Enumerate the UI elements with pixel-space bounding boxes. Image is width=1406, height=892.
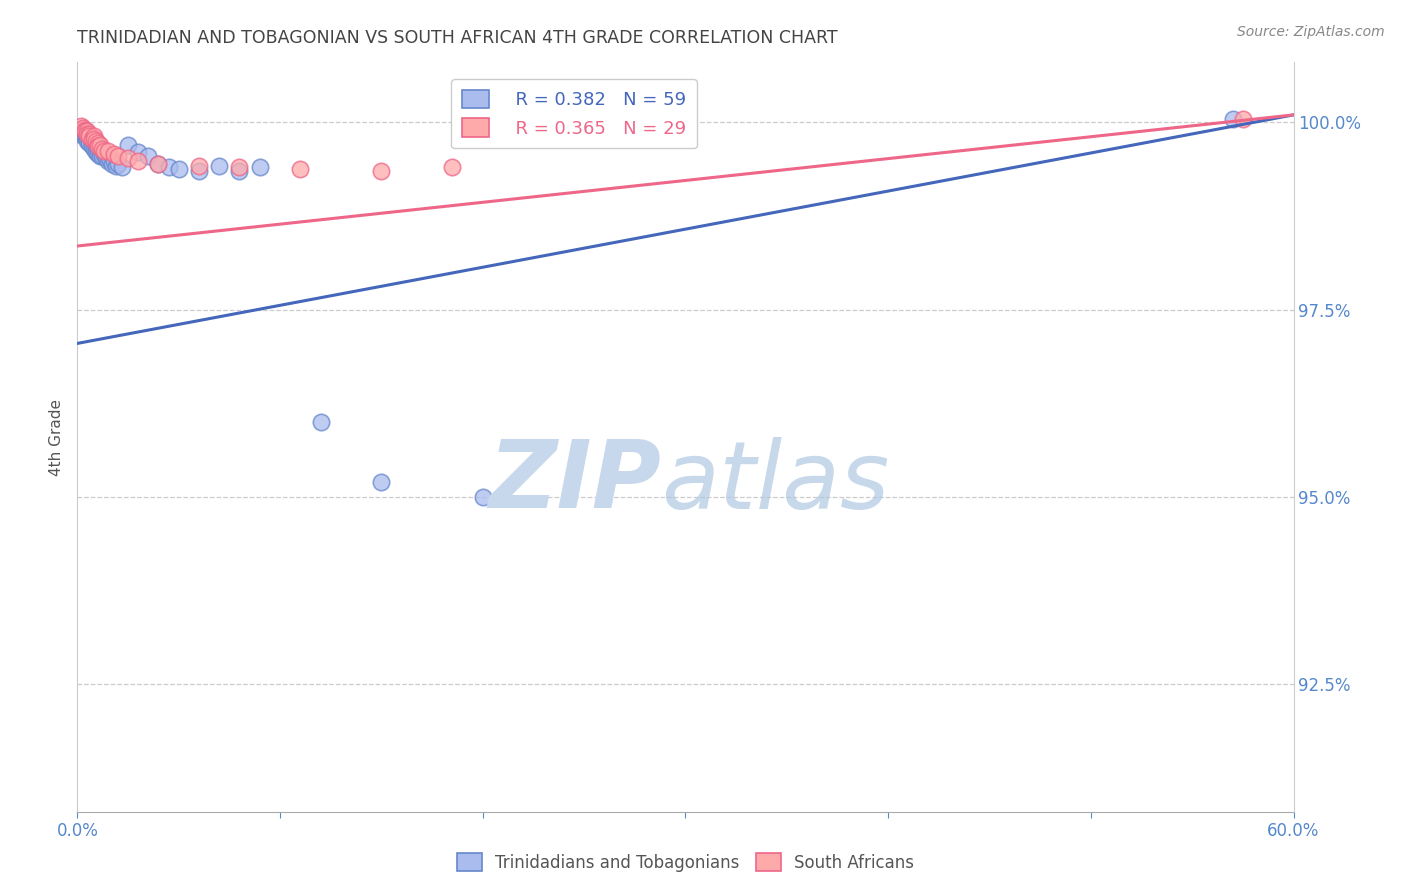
Point [136,149,159,163]
Point [76,124,98,138]
Point [228,161,250,175]
Point [103,146,125,161]
Point [148,156,170,170]
Point [104,159,127,173]
Point [93,144,115,158]
Point [75,124,97,138]
Point [76,127,98,141]
Point [97,144,120,158]
Point [228,164,250,178]
Point [76,134,98,148]
Point [167,161,190,176]
Point [471,490,494,504]
Point [83,132,105,146]
Point [1222,112,1244,126]
Point [79,128,101,143]
Point [75,123,97,137]
Point [70,124,93,138]
Point [208,159,231,173]
Point [86,139,108,153]
Point [72,127,94,141]
Point [75,127,97,141]
Point [75,128,97,143]
Point [70,119,93,133]
Point [80,137,103,152]
Point [83,128,105,143]
Point [188,164,211,178]
Point [441,161,464,175]
Point [94,152,117,166]
Point [83,142,105,156]
Point [103,154,125,169]
Point [80,134,103,148]
Point [97,149,120,163]
Point [93,146,115,161]
Point [89,149,111,163]
Point [83,137,105,152]
Point [370,475,392,489]
Point [89,145,111,160]
Point [79,127,101,141]
Legend: Trinidadians and Tobagonians, South Africans: Trinidadians and Tobagonians, South Afri… [450,847,921,879]
Point [72,123,94,137]
Point [80,139,103,153]
Point [67,127,90,141]
Point [80,132,103,146]
Point [90,145,112,160]
Point [84,134,107,148]
Point [89,137,111,152]
Point [111,161,134,175]
Point [107,156,129,170]
Point [1232,112,1254,126]
Point [76,128,98,143]
Point [309,415,332,429]
Text: ZIP: ZIP [488,436,661,528]
Point [127,154,149,169]
Point [75,124,97,138]
Point [79,134,101,148]
Point [76,132,98,146]
Point [72,124,94,138]
Point [84,137,107,152]
Point [188,159,211,173]
Point [84,145,107,160]
Point [90,149,112,163]
Point [79,132,101,146]
Point [76,127,98,141]
Point [80,132,103,146]
Point [86,139,108,153]
Point [117,137,139,152]
Point [117,152,139,166]
Point [75,123,97,137]
Point [157,161,180,175]
Point [72,121,94,136]
Point [70,123,93,137]
Point [249,161,271,175]
Text: atlas: atlas [661,436,890,527]
Point [370,164,392,178]
Point [86,136,108,151]
Point [90,142,112,156]
Point [86,144,108,158]
Point [79,136,101,151]
Point [148,156,170,170]
Point [83,134,105,148]
Point [76,130,98,145]
Point [101,156,124,170]
Point [97,154,120,169]
Point [127,145,149,160]
Text: TRINIDADIAN AND TOBAGONIAN VS SOUTH AFRICAN 4TH GRADE CORRELATION CHART: TRINIDADIAN AND TOBAGONIAN VS SOUTH AFRI… [77,29,838,47]
Point [84,142,107,156]
Point [107,149,129,163]
Point [290,161,312,176]
Point [86,146,108,161]
Text: Source: ZipAtlas.com: Source: ZipAtlas.com [1237,25,1385,39]
Y-axis label: 4th Grade: 4th Grade [49,399,65,475]
Point [98,153,121,167]
